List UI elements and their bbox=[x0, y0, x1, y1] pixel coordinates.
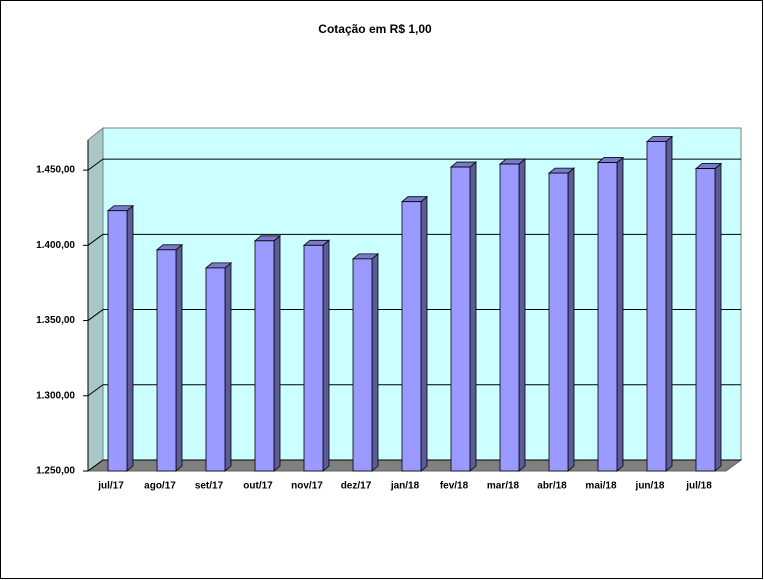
x-tick-label: jul/17 bbox=[97, 481, 124, 492]
bar bbox=[205, 267, 226, 472]
x-tick-label: set/17 bbox=[195, 481, 224, 492]
bar bbox=[646, 141, 667, 472]
bar-side bbox=[567, 167, 575, 472]
grid-line bbox=[87, 158, 104, 171]
bar bbox=[499, 163, 520, 472]
bar-side bbox=[224, 262, 232, 472]
bar bbox=[352, 258, 373, 472]
grid-line bbox=[87, 233, 104, 246]
x-tick-label: out/17 bbox=[243, 481, 273, 492]
bar-side bbox=[665, 135, 673, 472]
x-tick-label: abr/18 bbox=[537, 481, 567, 492]
side-wall bbox=[87, 126, 104, 472]
bar bbox=[303, 244, 324, 472]
bar bbox=[597, 162, 618, 472]
y-tick-label: 1.250,00 bbox=[36, 466, 75, 477]
bar bbox=[548, 172, 569, 472]
y-tick-label: 1.450,00 bbox=[36, 165, 75, 176]
y-tick-label: 1.300,00 bbox=[36, 390, 75, 401]
x-tick-label: nov/17 bbox=[291, 481, 323, 492]
y-tick-label: 1.400,00 bbox=[36, 240, 75, 251]
x-tick-label: ago/17 bbox=[144, 481, 176, 492]
x-tick-label: jul/18 bbox=[685, 481, 712, 492]
bar-side bbox=[322, 239, 330, 472]
x-tick-label: fev/18 bbox=[440, 481, 469, 492]
x-tick-label: mai/18 bbox=[585, 481, 617, 492]
bar bbox=[156, 249, 177, 472]
bar-side bbox=[616, 156, 624, 472]
x-tick-label: jun/18 bbox=[635, 481, 665, 492]
bar-side bbox=[175, 243, 183, 472]
grid-line bbox=[87, 309, 104, 321]
bar-side bbox=[420, 195, 428, 472]
bar bbox=[450, 166, 471, 472]
y-tick-label: 1.350,00 bbox=[36, 315, 75, 326]
bar bbox=[401, 201, 422, 472]
bar-side bbox=[518, 158, 526, 472]
x-tick-label: dez/17 bbox=[341, 481, 372, 492]
bar bbox=[695, 168, 716, 472]
bar-side bbox=[371, 253, 379, 472]
grid-line bbox=[87, 459, 104, 472]
bar-side bbox=[126, 204, 134, 472]
bar bbox=[254, 240, 275, 472]
bar-side bbox=[469, 161, 477, 472]
bar bbox=[107, 210, 128, 472]
grid-line bbox=[87, 384, 104, 397]
bar-side bbox=[714, 162, 722, 472]
x-tick-label: mar/18 bbox=[487, 481, 520, 492]
bar-side bbox=[273, 234, 281, 472]
chart-title: Cotação em R$ 1,00 bbox=[318, 22, 432, 36]
x-tick-label: jan/18 bbox=[390, 481, 420, 492]
